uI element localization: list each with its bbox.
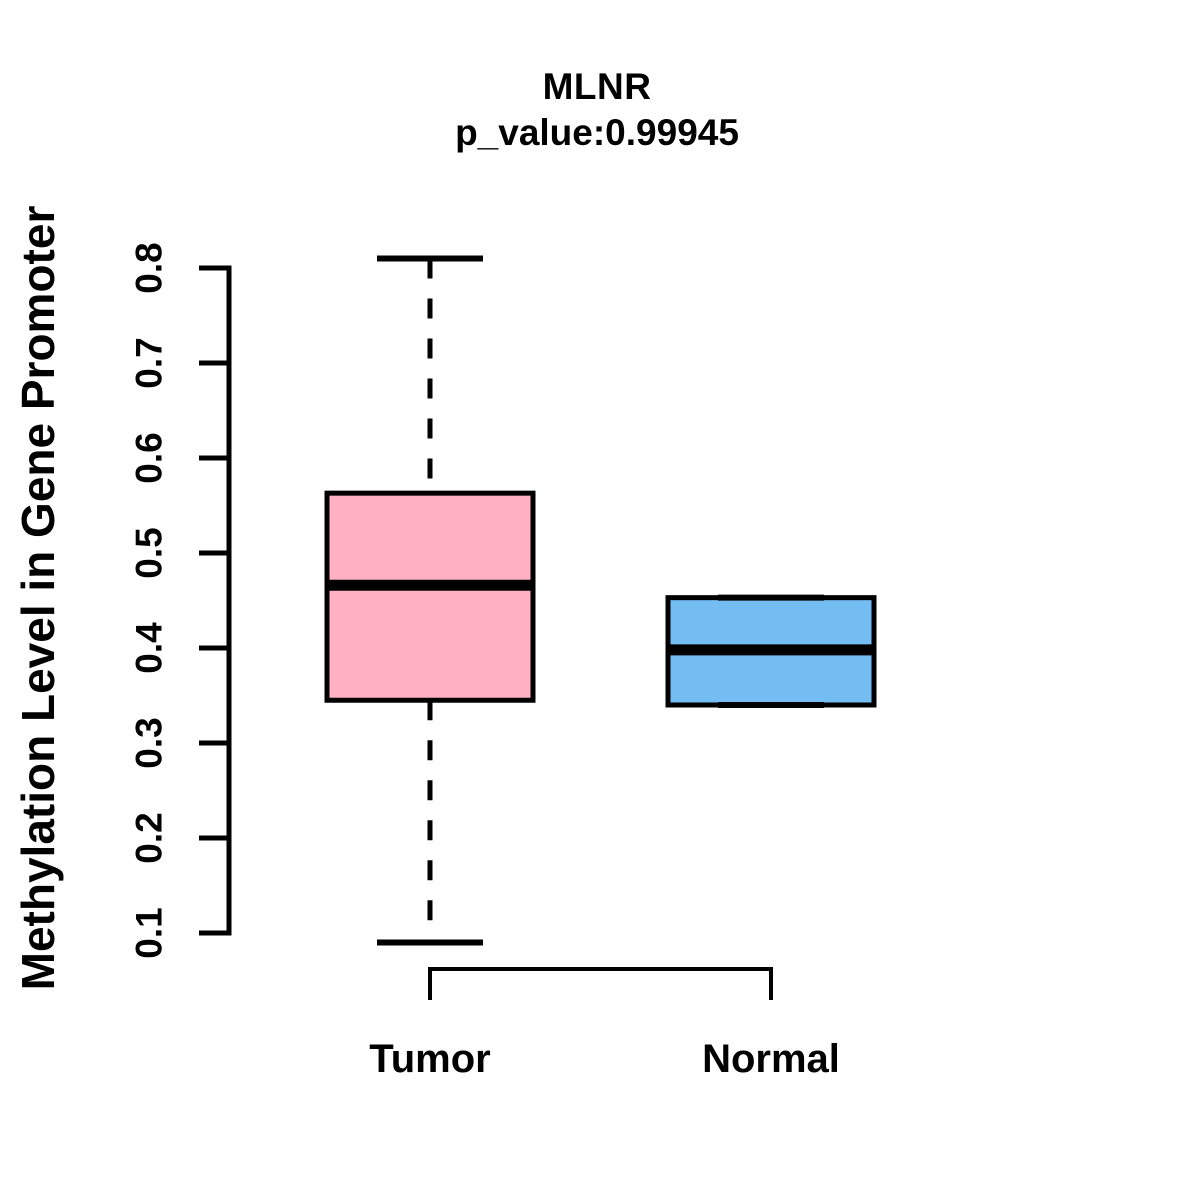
chart-title: MLNR bbox=[542, 66, 652, 107]
y-tick-label: 0.7 bbox=[129, 337, 170, 388]
box-tumor bbox=[324, 490, 536, 703]
y-tick-label: 0.4 bbox=[129, 622, 170, 674]
category-label-normal: Normal bbox=[702, 1037, 840, 1081]
category-label-tumor: Tumor bbox=[369, 1037, 490, 1081]
y-tick-label: 0.2 bbox=[129, 812, 170, 863]
y-tick-label: 0.3 bbox=[129, 717, 170, 768]
y-tick-label: 0.5 bbox=[129, 527, 170, 578]
y-tick-label: 0.6 bbox=[129, 432, 170, 483]
y-tick-label: 0.1 bbox=[129, 907, 170, 958]
y-tick-label: 0.8 bbox=[129, 242, 170, 293]
chart-subtitle: p_value:0.99945 bbox=[455, 112, 739, 153]
